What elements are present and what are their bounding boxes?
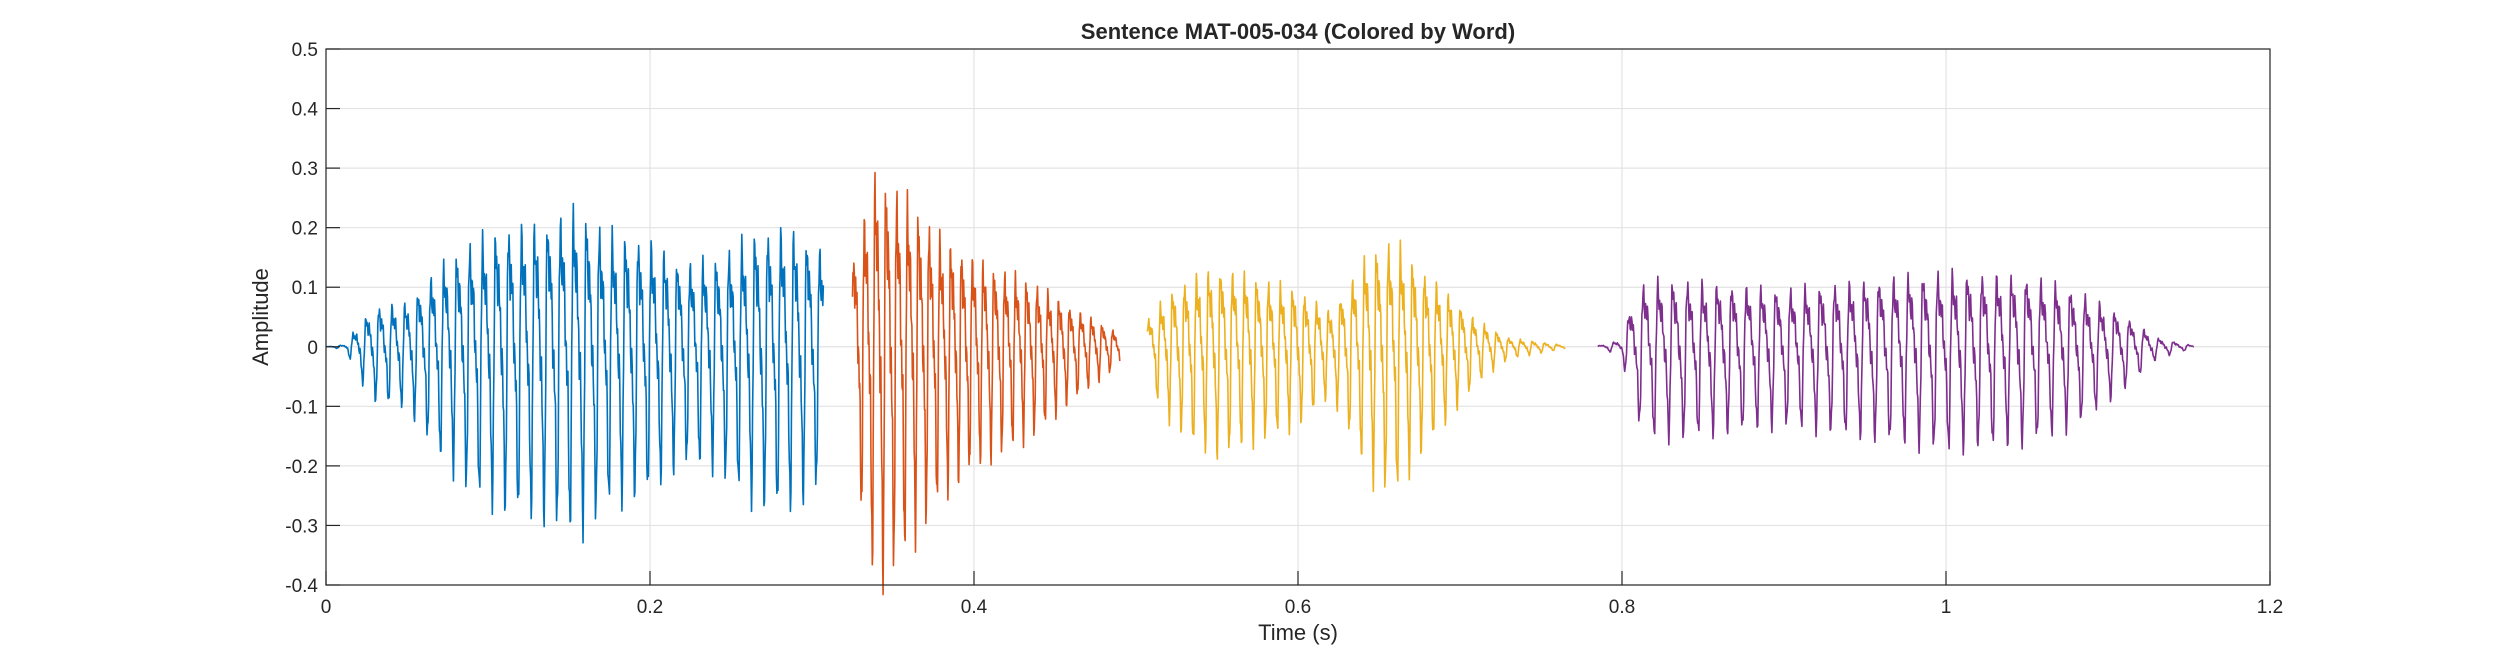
x-tick-label: 0.4 xyxy=(961,597,988,618)
y-tick-label: -0.3 xyxy=(285,516,318,537)
y-tick-label: 0.4 xyxy=(292,100,319,121)
series-layer xyxy=(325,171,2195,596)
waveform-series-3 xyxy=(1146,239,1566,493)
y-tick-label: 0.2 xyxy=(292,219,318,240)
waveform-series-2 xyxy=(851,171,1121,596)
y-tick-label: 0.1 xyxy=(292,278,318,299)
x-tick-label: 0 xyxy=(321,597,332,618)
waveform-series-1 xyxy=(325,202,825,544)
chart-title: Sentence MAT-005-034 (Colored by Word) xyxy=(1081,19,1515,44)
x-tick-label: 0.2 xyxy=(637,597,663,618)
y-tick-label: -0.4 xyxy=(285,576,318,597)
y-tick-label: -0.2 xyxy=(285,457,318,478)
x-tick-label: 0.8 xyxy=(1609,597,1635,618)
y-axis-title: Amplitude xyxy=(248,268,273,366)
y-tick-label: 0.5 xyxy=(292,40,318,61)
grid-layer xyxy=(325,48,2271,586)
tick-layer: 0 0.2 0.4 0.6 0.8 1 1.2 -0.4 -0.3 -0.2 -0.1 0 0.1 0.2… xyxy=(285,40,2283,618)
y-tick-label: -0.1 xyxy=(285,397,318,418)
x-tick-label: 0.6 xyxy=(1285,597,1311,618)
waveform-series-4 xyxy=(1597,267,2195,456)
x-tick-label: 1 xyxy=(1941,597,1952,618)
x-tick-label: 1.2 xyxy=(2257,597,2283,618)
x-axis-title: Time (s) xyxy=(1258,620,1338,645)
y-tick-label: 0.3 xyxy=(292,159,318,180)
y-tick-label: 0 xyxy=(307,338,318,359)
